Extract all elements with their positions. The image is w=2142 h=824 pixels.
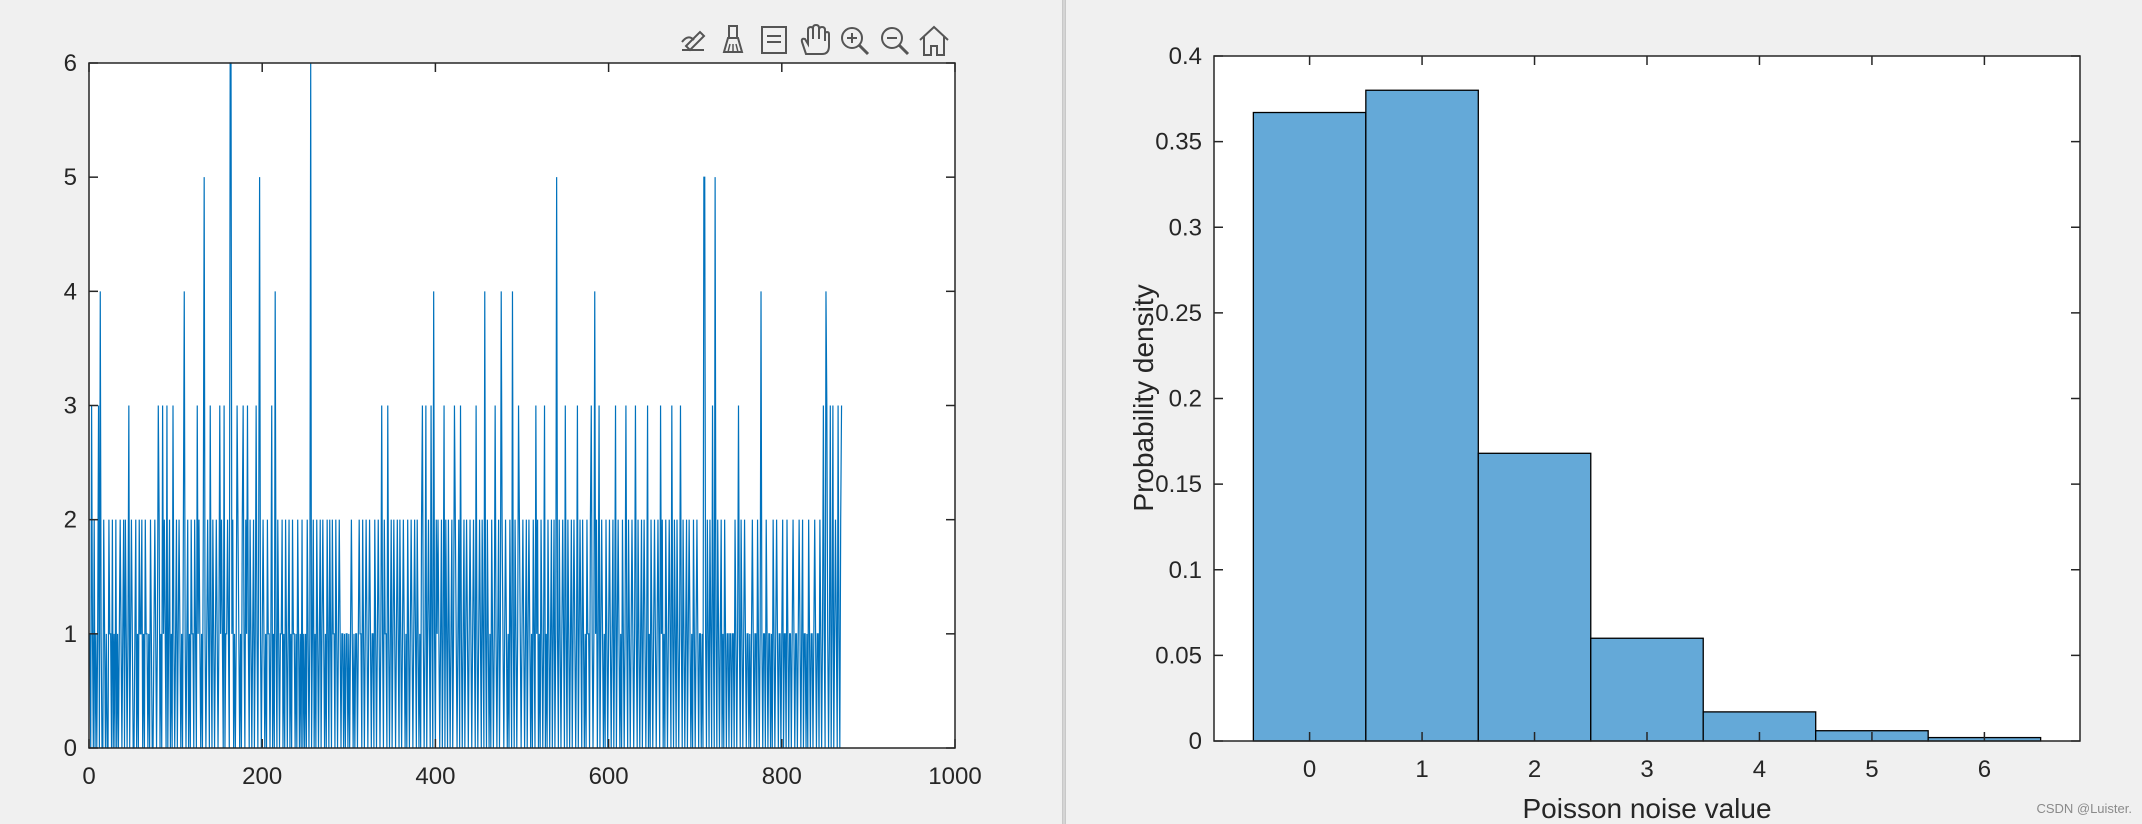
x-tick-label: 4 bbox=[1753, 756, 1766, 783]
y-axis-label: Probability density bbox=[1128, 284, 1159, 511]
y-tick-label: 0.25 bbox=[1155, 300, 1202, 327]
datatip-icon[interactable] bbox=[761, 26, 787, 54]
home-icon[interactable] bbox=[919, 25, 949, 56]
x-tick-label: 600 bbox=[589, 763, 629, 790]
right-figure-pane: 0 1 2 3 4 5 6 0 0.05 0.1 0.15 0.2 0.25 0.3 0.35 0.4 Poi… bbox=[1066, 0, 2142, 824]
pane-divider[interactable] bbox=[1062, 0, 1066, 824]
brush-icon[interactable] bbox=[722, 25, 744, 53]
x-tick-label: 1000 bbox=[928, 763, 981, 790]
histogram-chart: 0 1 2 3 4 5 6 0 0.05 0.1 0.15 0.2 0.25 0.3 0.35 0.4 Poi… bbox=[1128, 43, 2081, 824]
y-tick-label: 0 bbox=[64, 735, 77, 762]
watermark: CSDN @Luister. bbox=[2036, 801, 2132, 816]
y-tick-label: 0.15 bbox=[1155, 471, 1202, 498]
y-tick-label: 0.1 bbox=[1169, 557, 1202, 584]
pan-icon[interactable] bbox=[800, 23, 830, 55]
left-axis-ticks: 0 200 400 600 800 1000 0 1 2 3 4 5 6 bbox=[64, 50, 982, 790]
zoom-out-icon[interactable] bbox=[881, 27, 910, 56]
x-tick-label: 800 bbox=[762, 763, 802, 790]
x-tick-label: 2 bbox=[1528, 756, 1541, 783]
x-axis-label: Poisson noise value bbox=[1522, 793, 1771, 824]
y-tick-label: 0.4 bbox=[1169, 43, 1202, 70]
y-tick-label: 1 bbox=[64, 621, 77, 648]
x-tick-label: 200 bbox=[242, 763, 282, 790]
histogram-bar bbox=[1252, 111, 1367, 742]
histogram-bar bbox=[1365, 89, 1479, 742]
y-tick-label: 0.05 bbox=[1155, 642, 1202, 669]
y-tick-label: 0.35 bbox=[1155, 129, 1202, 156]
y-tick-label: 0.3 bbox=[1169, 214, 1202, 241]
y-tick-label: 0.2 bbox=[1169, 386, 1202, 413]
x-tick-label: 6 bbox=[1978, 756, 1991, 783]
x-tick-label: 3 bbox=[1640, 756, 1653, 783]
bar-series-group bbox=[1252, 89, 2042, 742]
histogram-bar bbox=[1477, 452, 1592, 742]
right-axis-ticks: 0 1 2 3 4 5 6 0 0.05 0.1 0.15 0.2 0.25 0.3 0.35 0.4 bbox=[1155, 43, 2080, 783]
line-series-group bbox=[89, 62, 843, 749]
zoom-in-icon[interactable] bbox=[841, 27, 870, 56]
y-tick-label: 5 bbox=[64, 164, 77, 191]
y-tick-label: 3 bbox=[64, 393, 77, 420]
x-tick-label: 0 bbox=[1303, 756, 1316, 783]
left-figure-pane: 0 200 400 600 800 1000 0 1 2 3 4 5 6 bbox=[0, 0, 1062, 824]
x-tick-label: 5 bbox=[1865, 756, 1878, 783]
x-tick-label: 400 bbox=[415, 763, 455, 790]
line-chart: 0 200 400 600 800 1000 0 1 2 3 4 5 6 bbox=[64, 23, 982, 790]
noise-line-series bbox=[89, 62, 843, 749]
y-tick-label: 4 bbox=[64, 278, 77, 305]
histogram-bar bbox=[1702, 711, 1817, 742]
x-tick-label: 1 bbox=[1415, 756, 1428, 783]
x-tick-label: 0 bbox=[82, 763, 95, 790]
y-tick-label: 2 bbox=[64, 507, 77, 534]
histogram-bar bbox=[1590, 637, 1704, 742]
axes-toolbar bbox=[681, 23, 949, 56]
edit-icon[interactable] bbox=[681, 30, 706, 52]
y-tick-label: 6 bbox=[64, 50, 77, 77]
y-tick-label: 0 bbox=[1189, 728, 1202, 755]
